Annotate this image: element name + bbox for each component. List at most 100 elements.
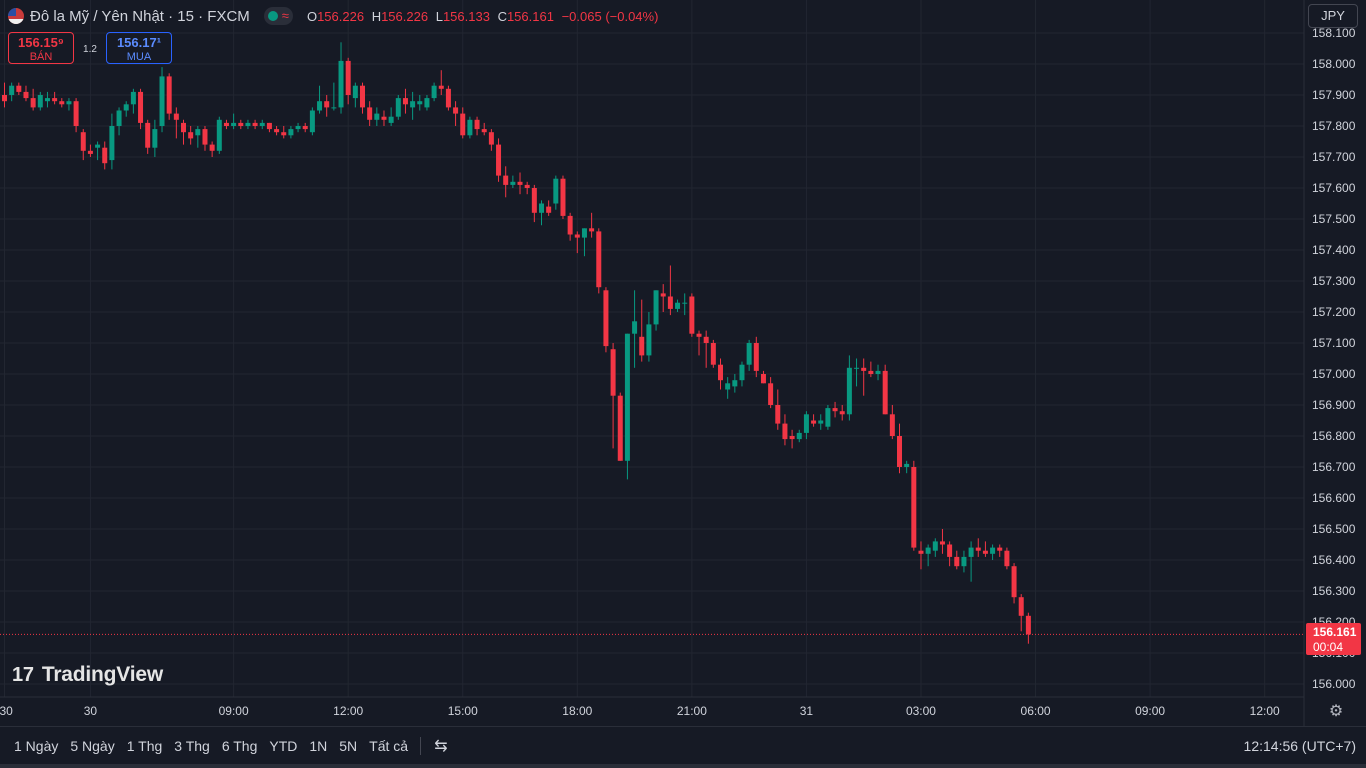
candle [295,122,301,133]
candle [617,392,623,461]
candle-body [417,101,423,105]
candle-body [231,122,237,126]
range-button-0[interactable]: 1 Ngày [14,738,59,754]
candle [846,355,852,421]
time-tick-label: 21:00 [677,704,707,718]
price-tick-label: 156.700 [1312,460,1356,474]
candle-body [324,101,330,108]
price-axis[interactable]: 158.100 158.000 157.900 157.800 157.700 157.6… [1312,26,1356,691]
price-tick-label: 157.000 [1312,367,1356,381]
time-tick-label: 31 [800,704,814,718]
candle-body [138,91,144,123]
time-tick-label: :30 [0,704,13,718]
buy-button[interactable]: 156.17¹ MUA [106,32,172,64]
candle [768,377,774,409]
currency-selector[interactable]: JPY [1308,4,1358,28]
range-button-8[interactable]: Tất cả [369,738,409,754]
candle-body [1025,615,1031,635]
candle [159,67,165,133]
candle-body [424,98,430,108]
candle-body [861,367,867,371]
range-button-5[interactable]: YTD [269,738,298,754]
sell-button[interactable]: 156.15⁹ BÁN [8,32,74,64]
price-tick-label: 156.600 [1312,491,1356,505]
candle [624,333,630,480]
candle [531,184,537,223]
candle [496,138,502,182]
candle [102,141,108,170]
candle-body [431,85,437,99]
symbol-title[interactable]: Đô la Mỹ / Yên Nhật · 15 · FXCM [30,7,250,25]
candle [410,91,416,120]
candle-body [904,463,910,467]
range-button-6[interactable]: 1N [309,738,328,754]
candle [30,88,36,111]
time-axis[interactable]: :30 30 09:00 12:00 15:00 18:00 21:00 31 03:00 06:… [0,704,1280,718]
candle-body [574,234,580,238]
last-price-tag: 156.161 00:04 [1306,623,1361,655]
candle-body [252,122,258,126]
timezone-clock[interactable]: 12:14:56 (UTC+7) [1243,738,1356,754]
go-to-date-calendar-icon[interactable]: ⇆ [434,738,448,755]
grid [0,0,1304,697]
candle [947,541,953,567]
time-tick-label: 30 [84,704,98,718]
range-button-2[interactable]: 1 Thg [126,738,163,754]
brand-name: TradingView [41,663,163,686]
price-tick-label: 157.200 [1312,305,1356,319]
candle-body [238,122,244,126]
candle [44,91,50,108]
tradingview-logo[interactable]: 17 TradingView [12,663,163,687]
candle [23,85,29,102]
tradingview-mark-icon: 17 [12,663,34,686]
range-button-7[interactable]: 5N [339,738,358,754]
candle [553,175,559,210]
candle [760,370,766,384]
price-tick-label: 157.700 [1312,150,1356,164]
toolbar-divider [420,737,421,755]
price-tick-label: 156.800 [1312,429,1356,443]
sell-label: BÁN [29,51,53,63]
candle [997,544,1003,557]
candle [302,122,308,133]
candle [918,541,924,570]
candle [975,538,981,557]
market-status-pill[interactable]: ≈ [263,7,293,25]
open-label: O [306,8,318,24]
candle [560,175,566,219]
price-tick-label: 156.400 [1312,553,1356,567]
candle-body [703,336,709,343]
candle-body [954,556,960,567]
candle [596,228,602,294]
candle-body [553,178,559,204]
candle [453,101,459,126]
candle-body [531,188,537,213]
candle [639,299,645,362]
spread-value: 1.2 [83,44,97,55]
time-tick-label: 06:00 [1021,704,1051,718]
range-button-4[interactable]: 6 Thg [221,738,258,754]
chart-settings-gear-icon[interactable]: ⚙ [1328,703,1344,720]
candle-body [453,107,459,114]
candle [889,405,895,440]
candle-body [338,60,344,108]
candle [675,299,681,312]
range-button-1[interactable]: 5 Ngày [70,738,115,754]
range-button-3[interactable]: 3 Thg [174,738,210,754]
price-tick-label: 157.400 [1312,243,1356,257]
candle [474,116,480,136]
candle [818,414,824,430]
candle-body [245,122,251,126]
price-chart[interactable]: 158.100 158.000 157.900 157.800 157.700 157.6… [0,0,1366,726]
candle [990,544,996,560]
candle-body [410,101,416,108]
candle [173,107,179,139]
candle [589,212,595,238]
time-tick-label: 12:00 [333,704,363,718]
low-label: L [435,8,443,24]
high-value: 156.226 [381,8,429,24]
ohlc-values: O156.226 H156.226 L156.133 C156.161 −0.0… [307,9,659,24]
candle [288,126,294,139]
candle [445,85,451,111]
candle-body [331,107,337,109]
